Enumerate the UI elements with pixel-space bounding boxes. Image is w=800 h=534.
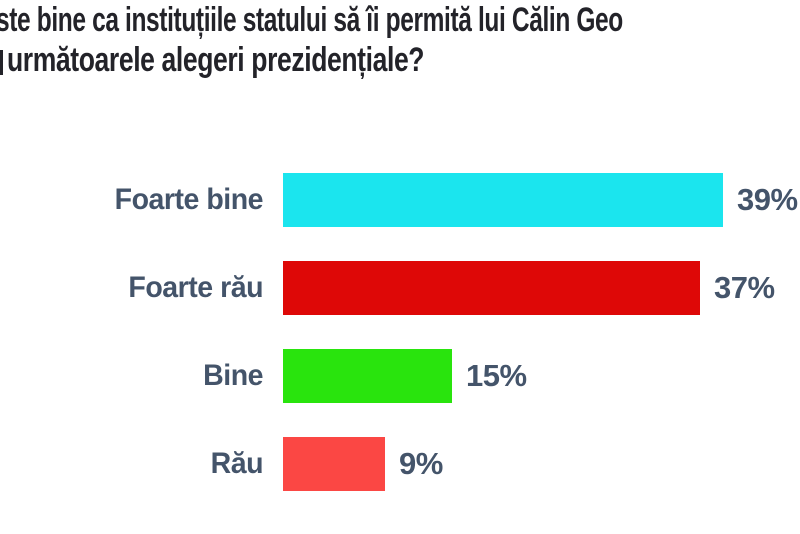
bar-foarte-rau <box>283 261 700 315</box>
value-label-rau: 9% <box>399 446 443 481</box>
clipped-letter-fragment <box>0 50 3 75</box>
value-label-bine: 15% <box>466 358 527 393</box>
bar-foarte-bine <box>283 173 723 227</box>
category-label-foarte-bine: Foarte bine <box>114 183 264 216</box>
question-title-line2: următoarele alegeri prezidențiale? <box>7 41 425 79</box>
value-label-foarte-rau: 37% <box>714 270 775 305</box>
category-label-bine: Bine <box>203 359 264 392</box>
bar-chart: Foarte bine 39% Foarte rău 37% Bine 15% … <box>0 173 800 525</box>
bar-bine <box>283 349 452 403</box>
category-label-rau: Rău <box>210 447 264 480</box>
question-title-line1: ste bine ca instituțiile statului să îi … <box>0 1 623 39</box>
bar-row-rau: Rău 9% <box>0 437 800 491</box>
category-label-foarte-rau: Foarte rău <box>128 271 264 304</box>
bar-row-bine: Bine 15% <box>0 349 800 403</box>
bar-row-foarte-rau: Foarte rău 37% <box>0 261 800 315</box>
bar-rau <box>283 437 385 491</box>
value-label-foarte-bine: 39% <box>737 182 798 217</box>
bar-row-foarte-bine: Foarte bine 39% <box>0 173 800 227</box>
